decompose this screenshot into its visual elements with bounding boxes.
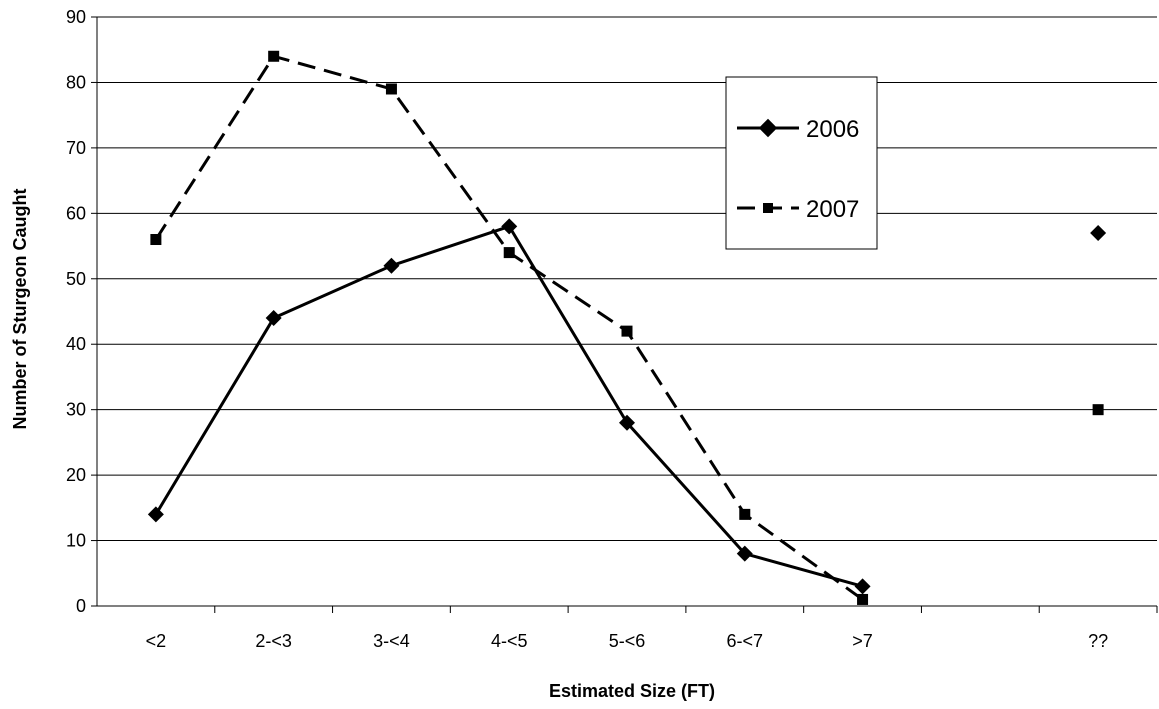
x-tick-label: >7 <box>852 631 873 651</box>
gridlines <box>97 16 1157 542</box>
y-tick-label: 0 <box>76 596 86 616</box>
x-tick-labels: <2 2-<3 3-<4 4-<5 5-<6 6-<7 >7?? <box>146 631 1109 651</box>
legend-marker-2006 <box>758 118 778 138</box>
y-tick-label: 40 <box>66 334 86 354</box>
data-point-2007 <box>739 508 751 520</box>
y-tick-label: 20 <box>66 465 86 485</box>
data-point-2006 <box>736 545 753 562</box>
data-point-2006 <box>1090 224 1107 241</box>
x-tick-label: 5-<6 <box>609 631 646 651</box>
legend-label-2007: 2007 <box>806 196 859 223</box>
x-tick-label: 4-<5 <box>491 631 528 651</box>
legend-box <box>725 76 878 250</box>
y-axis-title: Number of Sturgeon Caught <box>10 189 30 430</box>
y-tick-label: 50 <box>66 269 86 289</box>
x-axis-title: Estimated Size (FT) <box>549 681 715 701</box>
data-point-2007 <box>621 325 633 337</box>
x-tick-label: 6-<7 <box>727 631 764 651</box>
data-point-2007 <box>857 593 869 605</box>
series-2007 <box>150 50 1104 605</box>
data-point-2006 <box>265 310 282 327</box>
data-point-2007 <box>503 247 515 259</box>
data-point-2007 <box>385 83 397 95</box>
y-tick-label: 60 <box>66 203 86 223</box>
legend-marker-2007 <box>763 203 773 213</box>
legend-label-2006: 2006 <box>806 116 859 143</box>
legend-item-2007: 2007 <box>737 196 859 223</box>
y-tick-label: 70 <box>66 138 86 158</box>
data-point-2007 <box>268 50 280 62</box>
legend-item-2006: 2006 <box>737 116 859 143</box>
data-point-2007 <box>1092 404 1104 416</box>
data-point-2006 <box>383 257 400 274</box>
data-point-2007 <box>150 234 162 246</box>
data-point-2006 <box>147 506 164 523</box>
y-tick-label: 90 <box>66 7 86 27</box>
data-point-2006 <box>501 218 518 235</box>
x-tick-label: 3-<4 <box>373 631 410 651</box>
series-line-2006 <box>154 224 863 588</box>
x-tick-label: ?? <box>1088 631 1108 651</box>
axes <box>91 16 1158 613</box>
data-point-2006 <box>854 578 871 595</box>
series-2006 <box>147 218 1107 595</box>
data-point-2006 <box>619 414 635 431</box>
legend: 2006 2007 <box>725 76 878 250</box>
x-tick-label: 2-<3 <box>255 631 292 651</box>
y-tick-label: 30 <box>66 400 86 420</box>
x-tick-label: <2 <box>146 631 167 651</box>
y-tick-label: 10 <box>66 531 86 551</box>
y-tick-labels: 0 10 20 30 40 50 60 70 80 90 <box>66 7 86 616</box>
y-tick-label: 80 <box>66 72 86 92</box>
series <box>147 50 1107 605</box>
